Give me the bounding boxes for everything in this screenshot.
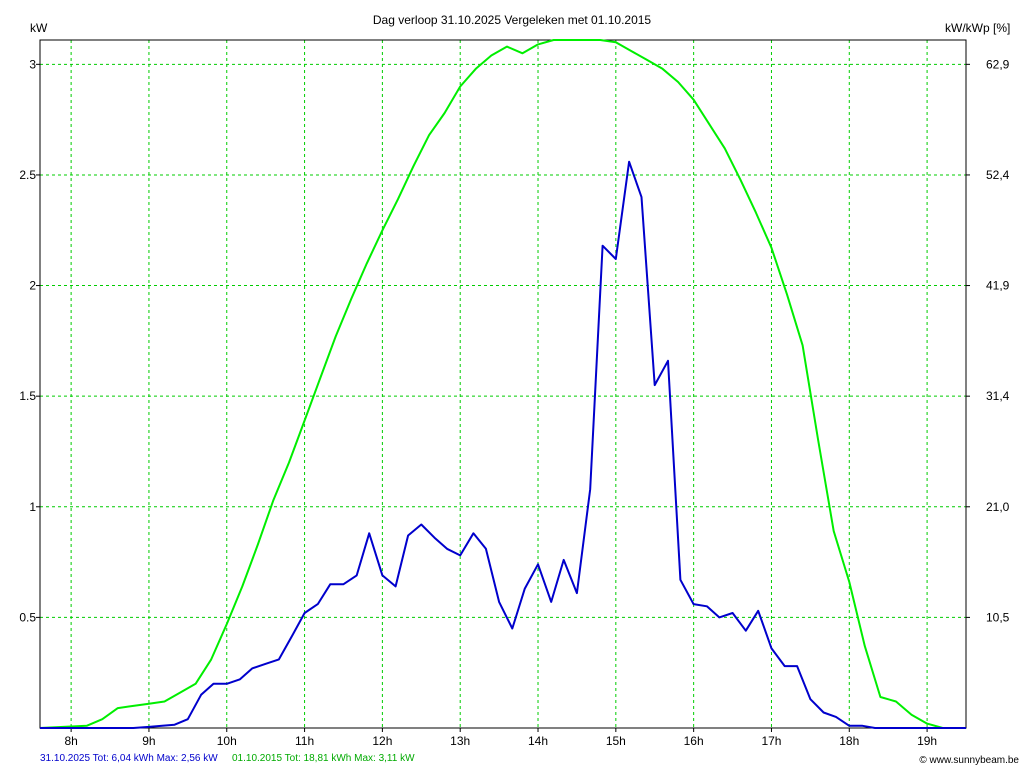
- y2-tick-label: 31,4: [986, 389, 1010, 403]
- y2-tick-label: 10,5: [986, 610, 1010, 624]
- x-tick-label: 19h: [917, 734, 937, 748]
- y-tick-label: 0.5: [19, 610, 36, 624]
- y-tick-label: 2: [29, 279, 36, 293]
- right-axis-unit: kW/kWp [%]: [945, 21, 1010, 35]
- x-tick-label: 17h: [761, 734, 781, 748]
- x-tick-label: 13h: [450, 734, 470, 748]
- y2-tick-label: 62,9: [986, 57, 1010, 71]
- x-tick-label: 11h: [295, 734, 314, 748]
- x-tick-label: 14h: [528, 734, 548, 748]
- y2-tick-label: 21,0: [986, 500, 1010, 514]
- y-tick-label: 3: [29, 57, 36, 71]
- y-tick-label: 1: [29, 500, 36, 514]
- footer-reference-stats: 01.10.2015 Tot: 18,81 kWh Max: 3,11 kW: [232, 753, 415, 764]
- y-tick-label: 2.5: [19, 168, 36, 182]
- x-tick-label: 15h: [606, 734, 626, 748]
- y-tick-label: 1.5: [19, 389, 36, 403]
- footer-today-stats: 31.10.2025 Tot: 6,04 kWh Max: 2,56 kW: [40, 753, 218, 764]
- y2-tick-label: 41,9: [986, 279, 1010, 293]
- x-tick-label: 9h: [142, 734, 155, 748]
- x-tick-label: 10h: [217, 734, 237, 748]
- x-tick-label: 18h: [839, 734, 859, 748]
- grid-lines: [40, 40, 966, 728]
- series-line-today: [40, 160, 966, 729]
- plot-border: [39, 39, 967, 729]
- x-tick-labels: 8h 9h 10h 11h 12h 13h 14h 15h 16h 17h 18h 19h: [64, 734, 937, 748]
- x-tick-label: 8h: [64, 734, 77, 748]
- plot-frame: [36, 39, 970, 732]
- website-credit: © www.sunnybeam.be: [919, 755, 1019, 766]
- x-tick-label: 16h: [684, 734, 704, 748]
- y-tick-labels: 0.5 1 1.5 2 2.5 3: [19, 57, 36, 624]
- left-axis-unit: kW: [30, 21, 48, 35]
- y2-tick-labels: 10,5 21,0 31,4 41,9 52,4 62,9: [986, 57, 1010, 624]
- chart-title: Dag verloop 31.10.2025 Vergeleken met 01…: [373, 13, 652, 27]
- series-line-reference: [39, 39, 966, 729]
- x-tick-label: 12h: [372, 734, 392, 748]
- series-lines: [39, 39, 966, 729]
- y2-tick-label: 52,4: [986, 168, 1010, 182]
